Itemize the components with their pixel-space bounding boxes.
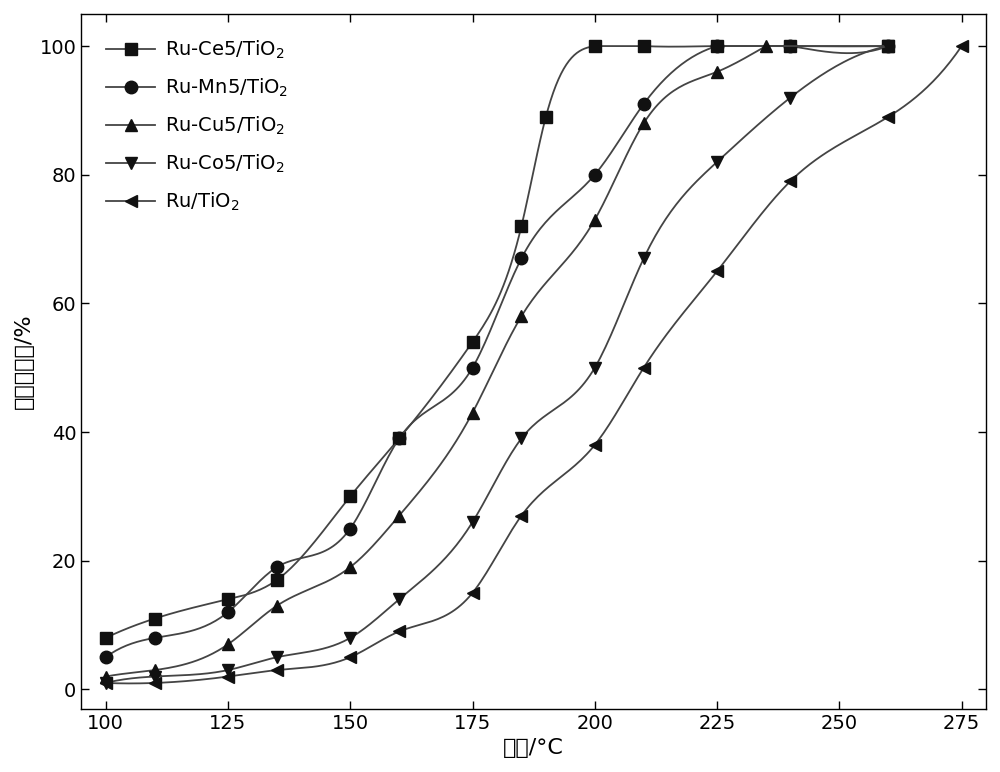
Ru-Mn5/TiO$_2$ xyxy=(149,633,161,642)
Ru-Ce5/TiO$_2$ xyxy=(589,42,601,51)
Ru-Ce5/TiO$_2$ xyxy=(344,492,356,501)
Ru-Co5/TiO$_2$ xyxy=(589,363,601,372)
Ru-Ce5/TiO$_2$ xyxy=(540,112,552,121)
Ru-Ce5/TiO$_2$ xyxy=(222,594,234,604)
Ru/TiO$_2$ xyxy=(271,665,283,675)
Ru/TiO$_2$ xyxy=(393,627,405,636)
Ru-Ce5/TiO$_2$ xyxy=(393,434,405,443)
Ru-Co5/TiO$_2$ xyxy=(711,157,723,167)
Ru/TiO$_2$ xyxy=(589,440,601,449)
Ru/TiO$_2$ xyxy=(956,42,968,51)
Ru-Mn5/TiO$_2$ xyxy=(344,524,356,533)
Ru-Co5/TiO$_2$ xyxy=(149,672,161,681)
Ru-Co5/TiO$_2$ xyxy=(271,652,283,662)
Line: Ru/TiO$_2$: Ru/TiO$_2$ xyxy=(99,40,968,689)
Ru-Cu5/TiO$_2$ xyxy=(882,42,894,51)
X-axis label: 温度/°C: 温度/°C xyxy=(503,738,564,758)
Ru-Co5/TiO$_2$ xyxy=(100,679,112,688)
Ru-Cu5/TiO$_2$ xyxy=(711,67,723,76)
Ru-Cu5/TiO$_2$ xyxy=(149,665,161,675)
Ru-Cu5/TiO$_2$ xyxy=(271,601,283,611)
Ru-Cu5/TiO$_2$ xyxy=(515,312,527,321)
Ru-Mn5/TiO$_2$ xyxy=(784,42,796,51)
Ru-Ce5/TiO$_2$ xyxy=(784,42,796,51)
Ru-Cu5/TiO$_2$ xyxy=(760,42,772,51)
Ru-Mn5/TiO$_2$ xyxy=(467,363,479,372)
Ru-Mn5/TiO$_2$ xyxy=(589,170,601,179)
Ru/TiO$_2$ xyxy=(515,511,527,520)
Ru-Co5/TiO$_2$ xyxy=(222,665,234,675)
Ru-Mn5/TiO$_2$ xyxy=(222,608,234,617)
Line: Ru-Co5/TiO$_2$: Ru-Co5/TiO$_2$ xyxy=(99,40,895,689)
Ru/TiO$_2$ xyxy=(222,672,234,681)
Ru-Cu5/TiO$_2$ xyxy=(638,119,650,128)
Ru-Co5/TiO$_2$ xyxy=(638,254,650,263)
Ru-Ce5/TiO$_2$ xyxy=(882,42,894,51)
Ru-Co5/TiO$_2$ xyxy=(882,42,894,51)
Ru/TiO$_2$ xyxy=(711,266,723,276)
Ru-Ce5/TiO$_2$ xyxy=(638,42,650,51)
Line: Ru-Ce5/TiO$_2$: Ru-Ce5/TiO$_2$ xyxy=(99,40,895,644)
Ru-Co5/TiO$_2$ xyxy=(467,517,479,527)
Line: Ru-Mn5/TiO$_2$: Ru-Mn5/TiO$_2$ xyxy=(99,40,895,663)
Ru-Cu5/TiO$_2$ xyxy=(222,640,234,649)
Ru-Mn5/TiO$_2$ xyxy=(711,42,723,51)
Ru-Cu5/TiO$_2$ xyxy=(393,511,405,520)
Line: Ru-Cu5/TiO$_2$: Ru-Cu5/TiO$_2$ xyxy=(99,40,895,682)
Ru-Co5/TiO$_2$ xyxy=(515,434,527,443)
Ru/TiO$_2$ xyxy=(784,177,796,186)
Ru/TiO$_2$ xyxy=(882,112,894,121)
Legend: Ru-Ce5/TiO$_2$, Ru-Mn5/TiO$_2$, Ru-Cu5/TiO$_2$, Ru-Co5/TiO$_2$, Ru/TiO$_2$: Ru-Ce5/TiO$_2$, Ru-Mn5/TiO$_2$, Ru-Cu5/T… xyxy=(91,24,304,229)
Ru-Ce5/TiO$_2$ xyxy=(271,575,283,584)
Y-axis label: 甲苯转化率/%: 甲苯转化率/% xyxy=(14,313,34,409)
Ru-Cu5/TiO$_2$ xyxy=(344,563,356,572)
Ru/TiO$_2$ xyxy=(638,363,650,372)
Ru/TiO$_2$ xyxy=(467,588,479,598)
Ru-Mn5/TiO$_2$ xyxy=(393,434,405,443)
Ru/TiO$_2$ xyxy=(100,679,112,688)
Ru-Mn5/TiO$_2$ xyxy=(271,563,283,572)
Ru-Mn5/TiO$_2$ xyxy=(515,254,527,263)
Ru-Cu5/TiO$_2$ xyxy=(100,672,112,681)
Ru-Cu5/TiO$_2$ xyxy=(467,408,479,418)
Ru-Co5/TiO$_2$ xyxy=(344,633,356,642)
Ru-Mn5/TiO$_2$ xyxy=(100,652,112,662)
Ru-Ce5/TiO$_2$ xyxy=(467,337,479,347)
Ru-Co5/TiO$_2$ xyxy=(393,594,405,604)
Ru-Mn5/TiO$_2$ xyxy=(882,42,894,51)
Ru-Co5/TiO$_2$ xyxy=(784,93,796,102)
Ru-Ce5/TiO$_2$ xyxy=(100,633,112,642)
Ru-Ce5/TiO$_2$ xyxy=(515,222,527,231)
Ru/TiO$_2$ xyxy=(344,652,356,662)
Ru-Ce5/TiO$_2$ xyxy=(711,42,723,51)
Ru-Ce5/TiO$_2$ xyxy=(149,614,161,623)
Ru-Mn5/TiO$_2$ xyxy=(638,100,650,109)
Ru/TiO$_2$ xyxy=(149,679,161,688)
Ru-Cu5/TiO$_2$ xyxy=(589,215,601,225)
